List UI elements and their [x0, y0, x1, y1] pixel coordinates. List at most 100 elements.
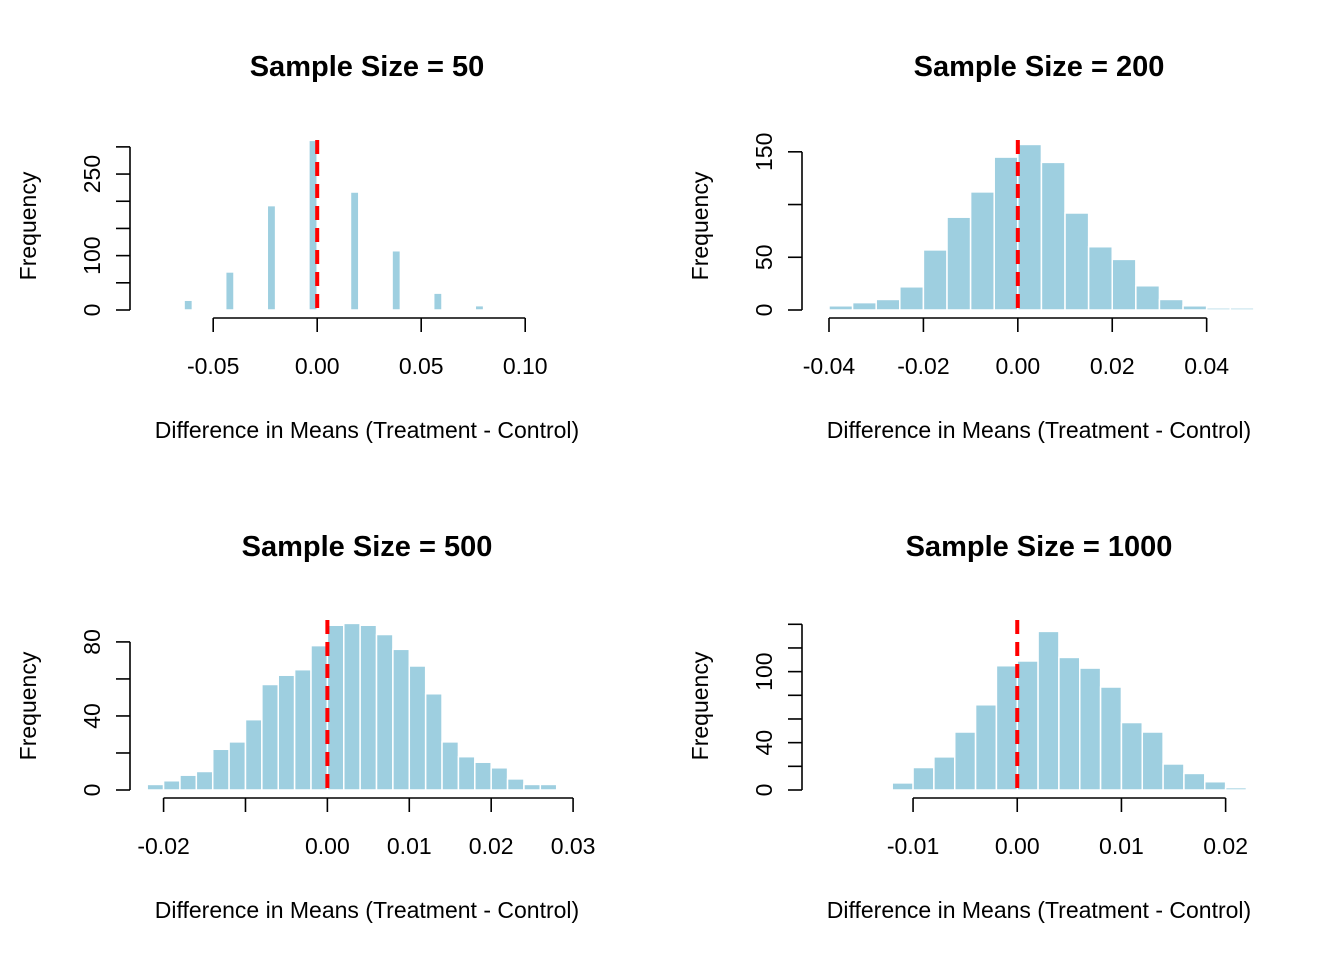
histogram-bar — [995, 664, 1018, 791]
x-axis-label: Difference in Means (Treatment - Control… — [155, 417, 579, 443]
histogram-bar — [195, 770, 214, 791]
histogram-bar — [408, 665, 427, 791]
x-tick-label: -0.02 — [897, 353, 949, 379]
histogram-bar — [310, 644, 329, 791]
histogram-bar — [277, 674, 296, 791]
x-tick-label: -0.02 — [137, 833, 189, 859]
y-tick-label: 50 — [751, 244, 777, 270]
y-tick-label: 0 — [79, 784, 105, 797]
y-axis-label: Frequency — [15, 171, 41, 280]
histogram-bar — [441, 741, 460, 791]
histogram-bar — [261, 683, 279, 791]
y-tick-label: 100 — [79, 236, 105, 274]
histogram-panel-4: Sample Size = 1000 -0.01 0.00 0.01 0.02 0 40 10… — [687, 531, 1251, 923]
histogram-bar — [933, 756, 956, 791]
y-tick-label: 80 — [79, 629, 105, 655]
histogram-bar — [1017, 143, 1043, 311]
histogram-bar — [349, 191, 360, 311]
y-axis-label: Frequency — [687, 171, 713, 280]
histogram-bar — [1079, 667, 1102, 791]
histogram-bar — [490, 767, 509, 791]
y-tick-label: 250 — [79, 155, 105, 193]
x-tick-label: 0.01 — [387, 833, 432, 859]
histogram-panel-1: Sample Size = 50 -0.05 0.00 0.05 0.10 0 100 250… — [15, 51, 579, 443]
histogram-bar — [1040, 161, 1066, 311]
histogram-bar — [146, 783, 165, 791]
x-tick-label: 0.00 — [995, 833, 1040, 859]
x-tick-label: 0.00 — [305, 833, 350, 859]
histogram-bar — [392, 648, 411, 791]
histogram-bar — [1120, 721, 1144, 791]
histogram-bar — [506, 778, 525, 791]
histogram-bar — [375, 633, 394, 791]
y-axis-label: Frequency — [687, 651, 713, 760]
histogram-bar — [974, 704, 998, 791]
histogram-bar — [1135, 284, 1161, 311]
histogram-bar — [870, 788, 893, 791]
y-tick-label: 100 — [751, 652, 777, 690]
histogram-bar — [432, 292, 443, 311]
x-axis: -0.02 0.00 0.01 0.02 0.03 — [137, 797, 595, 859]
x-tick-label: 0.00 — [295, 353, 340, 379]
x-axis: -0.05 0.00 0.05 0.10 — [187, 317, 548, 379]
x-tick-label: 0.01 — [1099, 833, 1144, 859]
histogram-bar — [244, 718, 263, 791]
y-tick-label: 40 — [751, 730, 777, 756]
x-axis-label: Difference in Means (Treatment - Control… — [827, 417, 1251, 443]
histogram-bar — [1162, 763, 1185, 791]
histogram-bar — [946, 216, 972, 311]
x-axis: -0.04 -0.02 0.00 0.02 0.04 — [803, 317, 1229, 379]
y-tick-label: 0 — [79, 304, 105, 317]
histogram-bar — [224, 271, 235, 311]
histogram-bar — [326, 624, 345, 791]
histogram-bar — [922, 249, 948, 311]
histogram-panel-2: Sample Size = 200 -0.04 -0.02 0.00 0.02 0.04 0… — [687, 51, 1255, 443]
histogram-bar — [162, 779, 181, 791]
histogram-bar — [993, 156, 1019, 311]
x-axis-label: Difference in Means (Treatment - Control… — [827, 897, 1251, 923]
x-tick-label: 0.10 — [503, 353, 548, 379]
histogram-bar — [293, 668, 312, 791]
histogram-bar — [1099, 686, 1123, 791]
x-axis: -0.01 0.00 0.01 0.02 — [887, 797, 1248, 859]
histogram-bar — [424, 692, 443, 791]
y-axis-label: Frequency — [15, 651, 41, 760]
histogram-bar — [1016, 660, 1039, 791]
histogram-bar — [183, 299, 194, 311]
histogram-bar — [1182, 305, 1208, 311]
histogram-bar — [899, 286, 925, 311]
histogram-bar — [266, 204, 277, 311]
x-tick-label: 0.00 — [995, 353, 1040, 379]
y-axis: 0 100 250 — [79, 146, 131, 317]
chart-title: Sample Size = 1000 — [906, 531, 1173, 563]
x-tick-label: 0.02 — [469, 833, 514, 859]
y-axis: 0 50 150 — [751, 133, 803, 316]
histogram-bar — [1111, 258, 1137, 311]
chart-title: Sample Size = 500 — [242, 531, 493, 563]
y-axis: 0 40 80 — [79, 629, 131, 797]
histogram-bar — [1141, 731, 1164, 791]
x-tick-label: -0.04 — [803, 353, 856, 379]
chart-title: Sample Size = 50 — [250, 51, 485, 83]
histogram-bar — [523, 783, 542, 791]
histogram-panel-3: Sample Size = 500 -0.02 0.00 0.01 0.02 0.03 0 4… — [15, 531, 595, 923]
x-tick-label: 0.02 — [1090, 353, 1135, 379]
histogram-bar — [1058, 656, 1081, 791]
histogram-bar — [539, 783, 558, 791]
y-axis: 0 40 100 — [751, 623, 803, 796]
histogram-bar — [912, 766, 935, 791]
histogram-bar — [953, 731, 977, 791]
histogram-bar — [308, 139, 318, 311]
x-tick-label: 0.05 — [399, 353, 444, 379]
histogram-bar — [875, 298, 901, 311]
histogram-bar — [891, 782, 914, 791]
x-tick-label: -0.01 — [887, 833, 939, 859]
histogram-bar — [211, 748, 230, 791]
x-tick-label: 0.04 — [1184, 353, 1229, 379]
histogram-bar — [828, 305, 854, 311]
histogram-bar — [851, 301, 877, 311]
y-tick-label: 40 — [79, 703, 105, 729]
histogram-bar — [343, 622, 361, 791]
x-axis-label: Difference in Means (Treatment - Control… — [155, 897, 579, 923]
